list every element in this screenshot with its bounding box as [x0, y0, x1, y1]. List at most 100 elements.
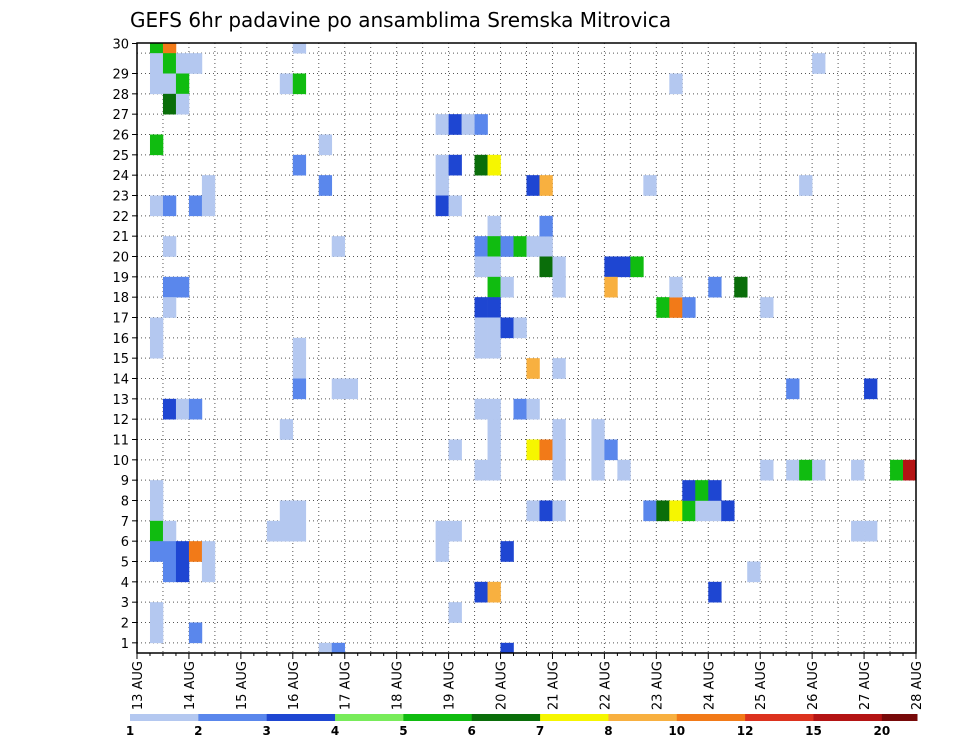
heatmap-cell	[474, 459, 488, 481]
heatmap-cell	[591, 459, 605, 481]
heatmap-cell	[695, 480, 709, 501]
y-tick-label: 12	[112, 413, 129, 428]
heatmap-cell	[149, 480, 164, 501]
heatmap-cell	[149, 622, 164, 644]
heatmap-cell	[786, 378, 800, 400]
x-tick-label: 20 AUG	[495, 661, 510, 710]
x-tick-label: 17 AUG	[339, 661, 354, 710]
legend-swatch	[266, 714, 336, 721]
heatmap-cell	[162, 43, 177, 54]
heatmap-cell	[448, 439, 462, 461]
heatmap-cell	[708, 581, 722, 603]
y-tick-label: 3	[121, 596, 129, 611]
heatmap-cell	[435, 114, 449, 135]
heatmap-cell	[201, 561, 216, 583]
heatmap-cell	[149, 541, 164, 562]
y-tick-label: 6	[121, 535, 129, 550]
heatmap-cell	[747, 561, 761, 583]
heatmap-cell	[318, 175, 333, 196]
y-tick-label: 15	[112, 352, 129, 367]
y-tick-label: 28	[112, 88, 129, 103]
heatmap-cell	[162, 236, 177, 257]
heatmap-cell	[682, 500, 696, 522]
heatmap-cell	[513, 398, 527, 420]
legend-label: 3	[263, 724, 271, 738]
heatmap-cell	[487, 154, 501, 176]
heatmap-cell	[435, 154, 449, 176]
heatmap-cell	[591, 439, 605, 461]
heatmap-cell	[474, 236, 488, 257]
heatmap-cell	[487, 297, 501, 318]
heatmap-cell	[799, 175, 813, 196]
y-tick-label: 5	[121, 556, 129, 571]
legend-label: 7	[536, 724, 544, 738]
heatmap-cell	[630, 256, 644, 278]
heatmap-cell	[682, 480, 696, 501]
heatmap-cell	[708, 480, 722, 501]
heatmap-cell	[513, 236, 527, 257]
heatmap-cell	[604, 256, 618, 278]
heatmap-cell	[162, 520, 177, 542]
y-tick-label: 18	[112, 291, 129, 306]
heatmap-cell	[799, 459, 813, 481]
heatmap-cell	[188, 195, 203, 217]
heatmap-cell	[513, 317, 527, 339]
heatmap-cell	[448, 520, 462, 542]
x-tick-label: 16 AUG	[287, 661, 302, 710]
y-tick-label: 19	[112, 271, 129, 286]
heatmap-cell	[279, 500, 294, 522]
y-tick-label: 24	[112, 169, 129, 184]
heatmap-cell	[474, 154, 488, 176]
heatmap-cell	[292, 520, 307, 542]
heatmap-cell	[149, 134, 164, 156]
x-axis-ticks: 13 AUG 14 AUG 15 AUG 16 AUG 17 AUG 18 AUG 19 A…	[131, 653, 925, 710]
legend-swatch	[745, 714, 814, 721]
heatmap-cell	[149, 500, 164, 522]
y-tick-label: 14	[112, 373, 129, 388]
heatmap-cell	[539, 175, 553, 196]
heatmap-cell	[162, 541, 177, 562]
heatmap-cell	[643, 500, 657, 522]
heatmap-cell	[617, 459, 631, 481]
heatmap-cell	[162, 53, 177, 74]
heatmap-cell	[487, 317, 501, 339]
y-tick-label: 25	[112, 149, 129, 164]
heatmap-cell	[656, 500, 670, 522]
heatmap-cell	[851, 520, 865, 542]
heatmap-cell	[552, 459, 566, 481]
heatmap-cell	[526, 358, 540, 379]
grid-lines	[137, 43, 916, 653]
x-tick-label: 28 AUG	[910, 661, 925, 710]
heatmap-cell	[487, 276, 501, 298]
heatmap-cell	[734, 276, 748, 298]
heatmap-cell	[721, 500, 735, 522]
legend-swatch	[198, 714, 268, 721]
legend-label: 15	[805, 724, 822, 738]
heatmap-cell	[526, 175, 540, 196]
heatmap-cell	[175, 398, 190, 420]
legend-label: 12	[737, 724, 754, 738]
heatmap-cell	[890, 459, 904, 481]
heatmap-cell	[279, 73, 294, 95]
heatmap-cell	[708, 500, 722, 522]
heatmap-cell	[448, 602, 462, 623]
x-tick-label: 21 AUG	[546, 661, 561, 710]
heatmap-cell	[669, 297, 683, 318]
y-tick-label: 8	[121, 495, 129, 510]
heatmap-cell	[474, 317, 488, 339]
heatmap-cell	[786, 459, 800, 481]
heatmap-cell	[279, 419, 294, 440]
heatmap-cell	[487, 459, 501, 481]
legend-swatch	[608, 714, 678, 721]
legend-swatch	[335, 714, 404, 721]
heatmap-cell	[617, 256, 631, 278]
heatmap-cell	[162, 561, 177, 583]
heatmap-cell	[552, 419, 566, 440]
heatmap-cell	[604, 439, 618, 461]
heatmap-cell	[175, 561, 190, 583]
heatmap-cell	[318, 642, 333, 654]
x-tick-label: 14 AUG	[183, 661, 198, 710]
heatmap-cell	[812, 459, 826, 481]
heatmap-cell	[526, 236, 540, 257]
